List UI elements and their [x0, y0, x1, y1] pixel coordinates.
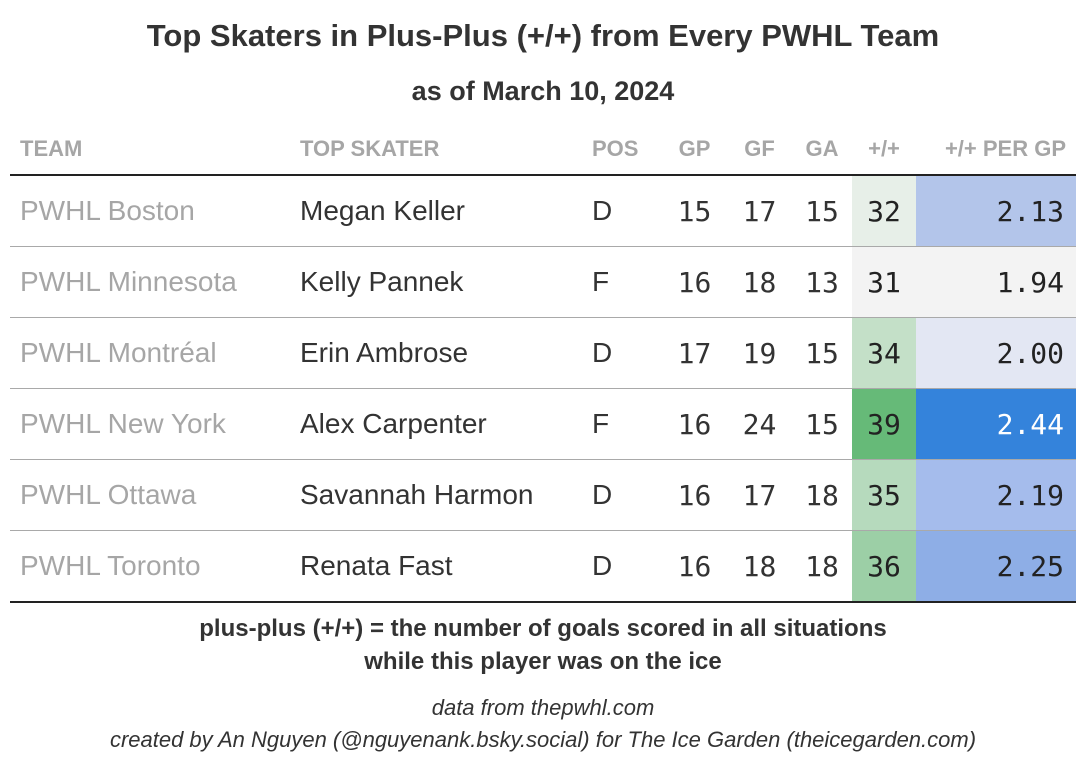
pos-cell: D	[582, 530, 662, 603]
team-cell: PWHL Ottawa	[10, 459, 290, 531]
column-header-team: TEAM	[10, 123, 290, 176]
plus-plus-cell: 32	[852, 175, 916, 247]
skater-cell: Erin Ambrose	[290, 317, 582, 389]
plus-plus-per-gp-cell: 2.25	[916, 530, 1076, 603]
table-row: PWHL Montréal Erin Ambrose D 17 19 15 34…	[10, 317, 1076, 389]
column-header-plus-plus: +/+	[852, 123, 916, 176]
ga-cell: 18	[792, 459, 852, 531]
plus-plus-per-gp-cell: 2.44	[916, 388, 1076, 460]
column-header-gf: GF	[727, 123, 792, 176]
column-header-top-skater: TOP SKATER	[290, 123, 582, 176]
footnote-line-1: plus-plus (+/+) = the number of goals sc…	[199, 615, 887, 642]
table-row: PWHL Ottawa Savannah Harmon D 16 17 18 3…	[10, 459, 1076, 531]
chart-title: Top Skaters in Plus-Plus (+/+) from Ever…	[146, 18, 940, 53]
plus-plus-cell: 31	[852, 246, 916, 318]
gp-cell: 16	[662, 246, 727, 318]
plus-plus-per-gp-cell: 2.00	[916, 317, 1076, 389]
table-row: PWHL New York Alex Carpenter F 16 24 15 …	[10, 388, 1076, 460]
gp-cell: 17	[662, 317, 727, 389]
team-cell: PWHL Minnesota	[10, 246, 290, 318]
table-row: PWHL Minnesota Kelly Pannek F 16 18 13 3…	[10, 246, 1076, 318]
pos-cell: D	[582, 317, 662, 389]
column-header-pos: POS	[582, 123, 662, 176]
gf-cell: 18	[727, 246, 792, 318]
ga-cell: 15	[792, 317, 852, 389]
footnote-line-2: while this player was on the ice	[364, 648, 722, 675]
gp-cell: 16	[662, 388, 727, 460]
skater-cell: Savannah Harmon	[290, 459, 582, 531]
skater-cell: Renata Fast	[290, 530, 582, 603]
pos-cell: F	[582, 388, 662, 460]
chart-subtitle: as of March 10, 2024	[411, 76, 675, 106]
gp-cell: 16	[662, 459, 727, 531]
ga-cell: 18	[792, 530, 852, 603]
ga-cell: 15	[792, 175, 852, 247]
team-cell: PWHL Boston	[10, 175, 290, 247]
skater-cell: Kelly Pannek	[290, 246, 582, 318]
team-cell: PWHL Toronto	[10, 530, 290, 603]
table-row: PWHL Toronto Renata Fast D 16 18 18 36 2…	[10, 530, 1076, 603]
pos-cell: D	[582, 175, 662, 247]
skater-cell: Megan Keller	[290, 175, 582, 247]
plus-plus-per-gp-cell: 1.94	[916, 246, 1076, 318]
gf-cell: 24	[727, 388, 792, 460]
gp-cell: 16	[662, 530, 727, 603]
team-cell: PWHL Montréal	[10, 317, 290, 389]
column-header-gp: GP	[662, 123, 727, 176]
plus-plus-cell: 36	[852, 530, 916, 603]
gf-cell: 17	[727, 175, 792, 247]
plus-plus-cell: 34	[852, 317, 916, 389]
pos-cell: F	[582, 246, 662, 318]
column-header-ga: GA	[792, 123, 852, 176]
ga-cell: 15	[792, 388, 852, 460]
footnote: plus-plus (+/+) = the number of goals sc…	[0, 612, 1086, 678]
stats-table: TEAM TOP SKATER POS GP GF GA +/+ +/+ PER…	[10, 123, 1076, 603]
plus-plus-per-gp-cell: 2.13	[916, 175, 1076, 247]
column-header-plus-plus-per-gp: +/+ PER GP	[916, 123, 1076, 176]
gf-cell: 18	[727, 530, 792, 603]
gf-cell: 17	[727, 459, 792, 531]
ga-cell: 13	[792, 246, 852, 318]
table-row: PWHL Boston Megan Keller D 15 17 15 32 2…	[10, 175, 1076, 247]
gf-cell: 19	[727, 317, 792, 389]
team-cell: PWHL New York	[10, 388, 290, 460]
table-header-row: TEAM TOP SKATER POS GP GF GA +/+ +/+ PER…	[10, 123, 1076, 176]
plus-plus-cell: 39	[852, 388, 916, 460]
plus-plus-cell: 35	[852, 459, 916, 531]
pos-cell: D	[582, 459, 662, 531]
skater-cell: Alex Carpenter	[290, 388, 582, 460]
credit: data from thepwhl.com created by An Nguy…	[0, 692, 1086, 756]
gp-cell: 15	[662, 175, 727, 247]
data-source-text: data from thepwhl.com	[431, 695, 655, 720]
plus-plus-per-gp-cell: 2.19	[916, 459, 1076, 531]
author-credit-text: created by An Nguyen (@nguyenank.bsky.so…	[109, 727, 977, 752]
